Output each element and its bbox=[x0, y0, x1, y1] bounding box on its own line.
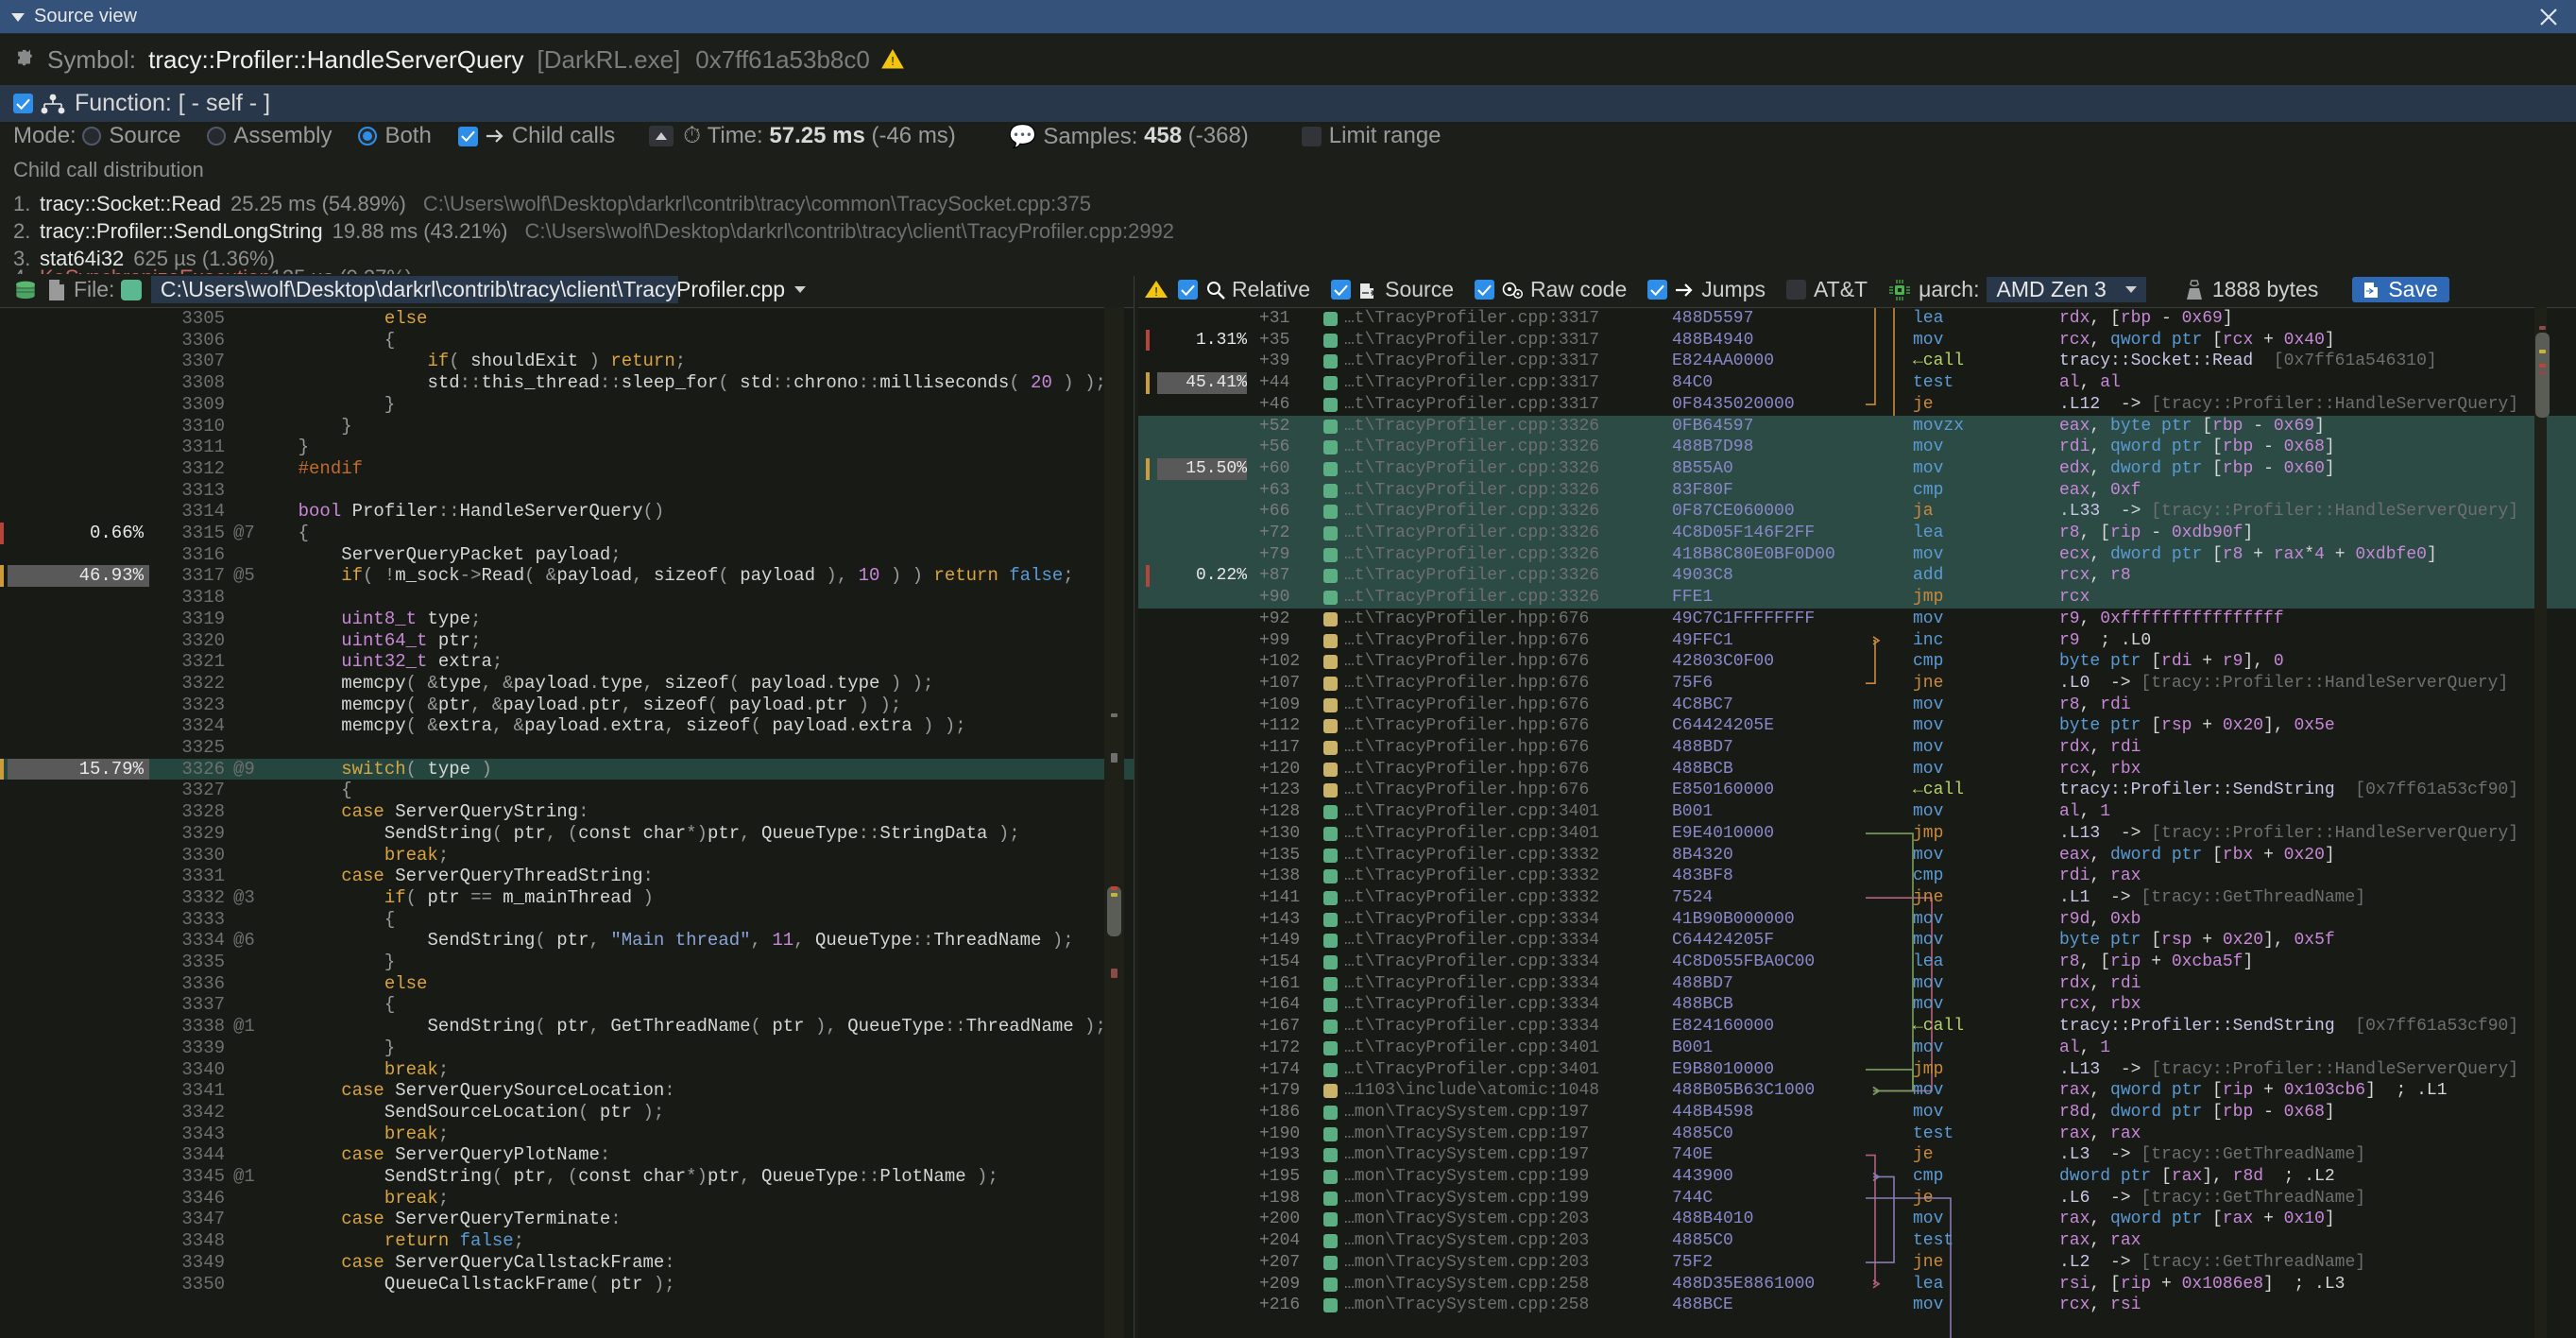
svg-text:!: ! bbox=[1154, 284, 1158, 299]
svg-text:!: ! bbox=[891, 54, 895, 68]
